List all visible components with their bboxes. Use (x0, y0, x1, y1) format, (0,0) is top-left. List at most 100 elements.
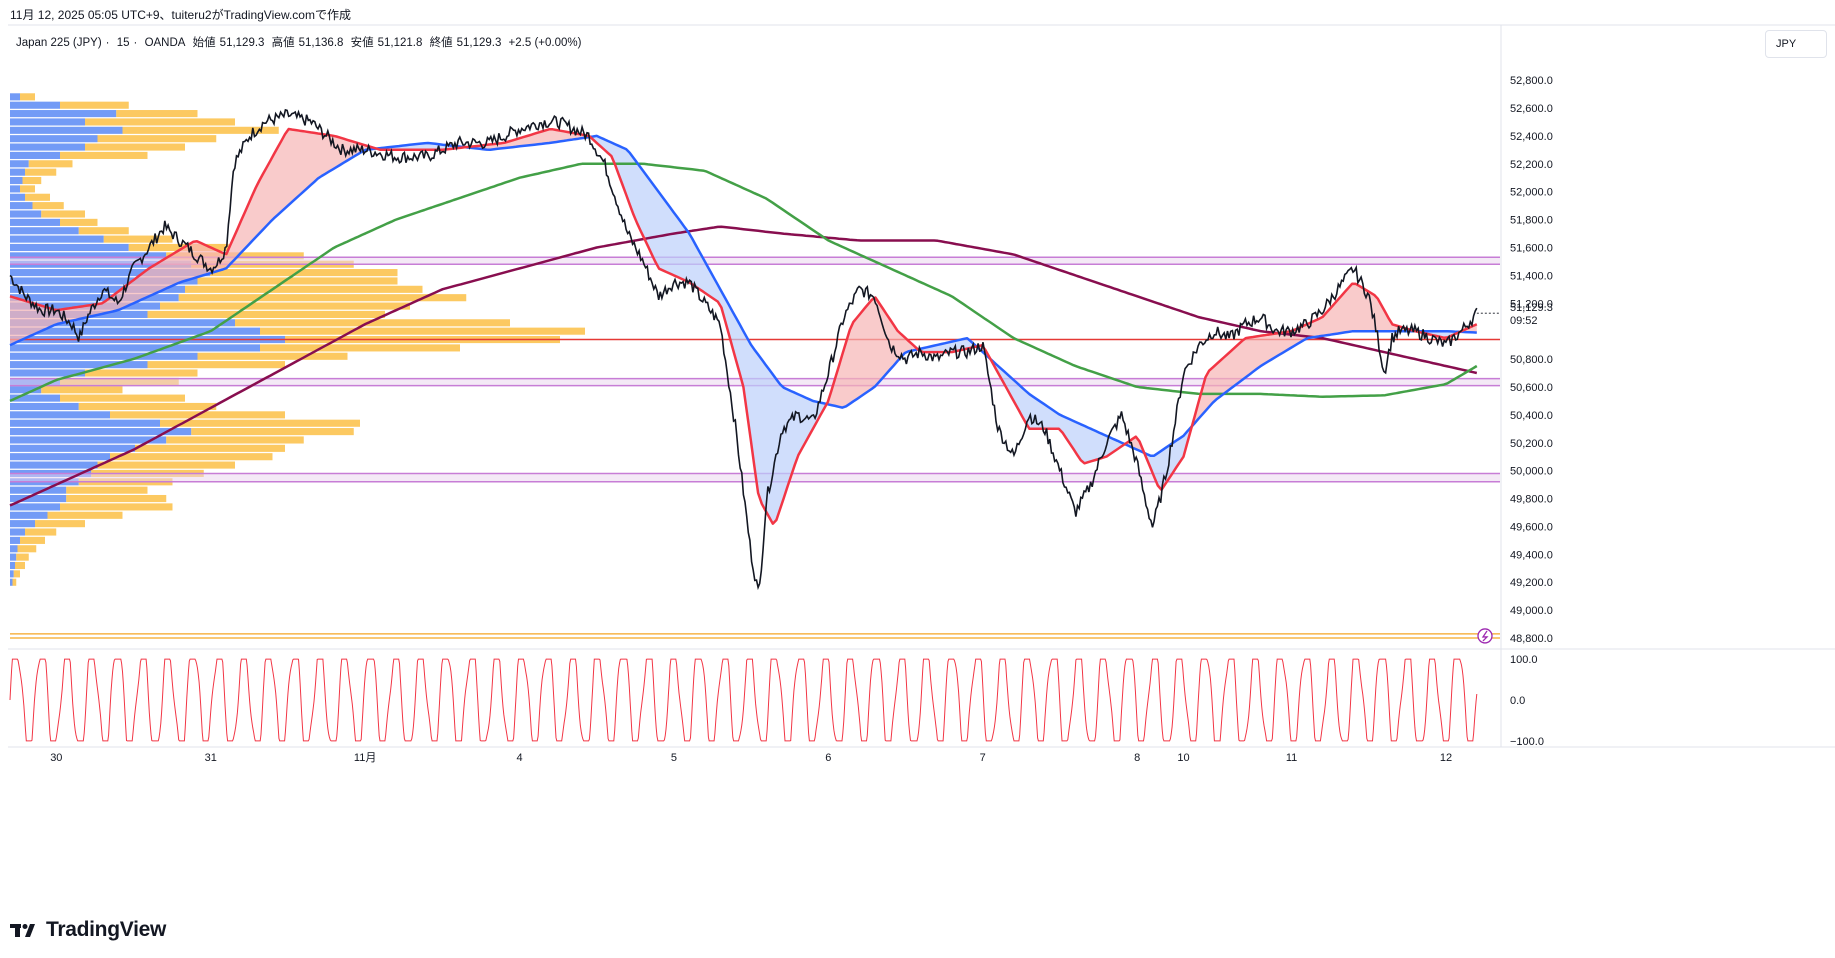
y-tick-label: 51,200.0 (1510, 298, 1553, 310)
volume-profile-bar-orange (25, 193, 50, 201)
volume-profile-bar-blue (10, 327, 260, 335)
volume-profile-bar-blue (10, 227, 79, 235)
x-tick-label: 12 (1440, 752, 1452, 764)
volume-profile-bar-blue (10, 369, 85, 377)
volume-profile-bar-orange (17, 545, 37, 553)
volume-profile-bar-blue (10, 185, 20, 193)
tradingview-logo-icon (10, 924, 35, 937)
volume-profile-bar-blue (10, 160, 29, 168)
close-label: 終値 (429, 37, 453, 49)
high-value: 51,136.8 (298, 37, 344, 49)
volume-profile-bar-orange (166, 436, 304, 444)
y-tick-label: 48,800.0 (1510, 633, 1553, 645)
y-tick-label: 50,000.0 (1510, 466, 1553, 478)
y-tick-label: 50,800.0 (1510, 354, 1553, 366)
x-tick-label: 30 (50, 752, 62, 764)
interval: 15 (116, 37, 130, 49)
symbol-name[interactable]: Japan 225 (JPY) (16, 37, 102, 49)
open-value: 51,129.3 (219, 37, 265, 49)
ma-long-line (9, 225, 1478, 507)
symbol-legend: Japan 225 (JPY) · 15 · OANDA 始値 51,129.3 高値… (16, 37, 582, 49)
volume-profile-bar-orange (25, 528, 57, 536)
volume-profile-bar-orange (15, 561, 25, 570)
volume-profile-bar-orange (32, 202, 64, 210)
volume-profile-bar-blue (10, 218, 60, 226)
volume-profile-bar-orange (128, 243, 229, 252)
x-tick-label: 5 (671, 752, 677, 764)
volume-profile-bar-blue (10, 252, 167, 260)
volume-profile-bar-blue (10, 411, 110, 419)
volume-profile-bar-blue (10, 126, 123, 134)
brand-name: TradingView (46, 918, 167, 941)
oscillator-tick-label: 0.0 (1510, 695, 1525, 707)
volume-profile-bar-blue (10, 151, 60, 159)
chart-header: 11月 12, 2025 05:05 UTC+9、tuiteru2がTradin… (10, 8, 351, 22)
volume-profile-bar-orange (41, 210, 85, 218)
ma-cloud-bullish (1194, 283, 1419, 424)
x-tick-label: 4 (516, 752, 522, 764)
volume-profile-bar-orange (16, 553, 29, 561)
volume-profile-bar-orange (197, 277, 398, 285)
volume-profile-bar-orange (260, 327, 585, 335)
volume-profile-bar-blue (10, 394, 60, 402)
ma-mid-line (9, 134, 1477, 457)
volume-profile-bar-orange (60, 394, 185, 402)
y-tick-label: 52,800.0 (1510, 75, 1553, 87)
volume-profile-bar-orange (178, 294, 467, 302)
y-tick-label: 49,000.0 (1510, 605, 1553, 617)
y-tick-label: 51,600.0 (1510, 242, 1553, 254)
y-tick-label: 49,200.0 (1510, 577, 1553, 589)
x-tick-label: 8 (1134, 752, 1140, 764)
volume-profile-bar-orange (85, 143, 185, 151)
volume-profile-bar-blue (10, 511, 48, 519)
volume-profile-bar-orange (147, 361, 285, 369)
currency-button[interactable]: JPY (1765, 30, 1827, 58)
alert-bolt (1481, 630, 1489, 642)
volume-profile-bar-blue (10, 453, 110, 461)
volume-profile-bar-blue (10, 536, 20, 544)
y-tick-label: 50,200.0 (1510, 438, 1553, 450)
volume-profile-bar-orange (160, 302, 410, 310)
volume-profile-bar-blue (10, 202, 33, 210)
last-price-label: 51,129.3 (1510, 302, 1553, 314)
volume-profile-bar-orange (22, 176, 42, 185)
volume-profile-bar-blue (10, 528, 25, 536)
close-value: 51,129.3 (456, 37, 502, 49)
volume-profile-bar-blue (10, 277, 198, 285)
volume-profile-bar-orange (122, 126, 279, 134)
volume-profile-bar-orange (160, 419, 360, 427)
countdown-label: 09:52 (1510, 315, 1538, 327)
volume-profile-bar-blue (10, 285, 185, 293)
volume-profile-bar-orange (20, 185, 35, 193)
y-tick-label: 49,800.0 (1510, 494, 1553, 506)
ma-cloud-bearish (992, 361, 1125, 464)
volume-profile-bar-blue (10, 168, 25, 176)
y-tick-label: 50,400.0 (1510, 410, 1553, 422)
volume-profile-bar-blue (10, 561, 15, 570)
ma-cloud-bearish (593, 135, 828, 524)
volume-profile-bar-blue (10, 235, 104, 243)
volume-profile-bar-orange (235, 319, 510, 327)
alert-lightning-icon (1477, 628, 1493, 644)
range-band (10, 257, 1500, 265)
volume-profile-bar-blue (10, 135, 98, 143)
low-label: 安値 (350, 37, 374, 49)
volume-profile-bar-blue (10, 344, 260, 352)
volume-profile-bar-orange (85, 369, 198, 377)
oscillator-tick-label: −100.0 (1510, 736, 1544, 748)
open-label: 始値 (192, 37, 216, 49)
volume-profile-bar-orange (28, 160, 73, 168)
low-value: 51,121.8 (377, 37, 423, 49)
volume-profile-bar-orange (20, 536, 45, 544)
volume-profile-bar-orange (12, 578, 17, 586)
volume-profile-bar-blue (10, 444, 135, 452)
volume-profile-bar-blue (10, 210, 42, 218)
ma-cloud-bullish (10, 129, 377, 346)
y-tick-label: 52,600.0 (1510, 103, 1553, 115)
volume-profile-bar-orange (60, 503, 173, 511)
volume-profile-bar-orange (66, 494, 167, 503)
volume-profile-bar-orange (97, 461, 235, 469)
volume-profile-bar-blue (10, 386, 42, 394)
volume-profile-bar-orange (85, 118, 235, 126)
